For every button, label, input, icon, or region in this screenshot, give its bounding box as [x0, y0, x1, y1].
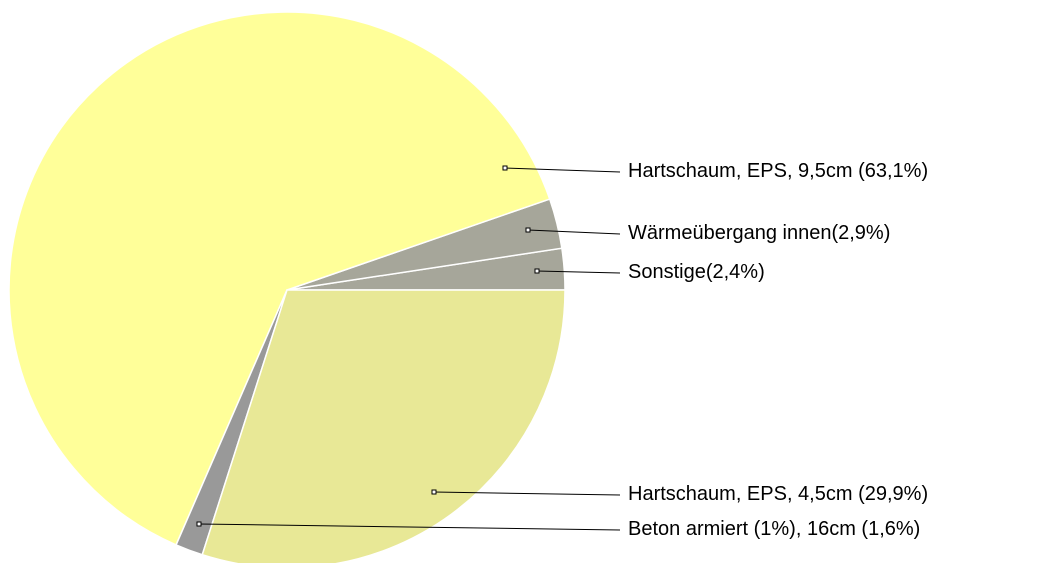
slice-name: Sonstige — [628, 261, 706, 283]
slice-name: Wärmeübergang innen — [628, 222, 831, 244]
leader-line — [527, 229, 621, 235]
leader-marker — [502, 165, 508, 171]
leader-line — [198, 523, 621, 531]
slice-value: (63,1%) — [858, 160, 928, 182]
slice-label: Wärmeübergang innen(2,9%) — [628, 222, 890, 244]
slice-value: (29,9%) — [858, 483, 928, 505]
slice-value: (2,4%) — [706, 261, 765, 283]
slice-value: (1,6%) — [861, 518, 920, 540]
pie-slice — [201, 289, 566, 563]
leader-marker — [525, 227, 531, 233]
slice-label: Sonstige(2,4%) — [628, 261, 765, 283]
leader-marker — [534, 268, 540, 274]
slice-label: Hartschaum, EPS, 4,5cm (29,9%) — [628, 483, 928, 505]
pie-slice — [8, 11, 551, 546]
leader-marker — [431, 489, 437, 495]
slice-label: Beton armiert (1%), 16cm (1,6%) — [628, 518, 920, 540]
leader-line — [536, 270, 621, 274]
leader-line — [433, 491, 621, 496]
slice-name: Hartschaum, EPS, 9,5cm — [628, 160, 858, 182]
leader-marker — [196, 521, 202, 527]
slice-name: Hartschaum, EPS, 4,5cm — [628, 483, 858, 505]
slice-name: Beton armiert (1%), 16cm — [628, 518, 861, 540]
leader-line — [504, 167, 621, 173]
slice-value: (2,9%) — [831, 222, 890, 244]
slice-label: Hartschaum, EPS, 9,5cm (63,1%) — [628, 160, 928, 182]
